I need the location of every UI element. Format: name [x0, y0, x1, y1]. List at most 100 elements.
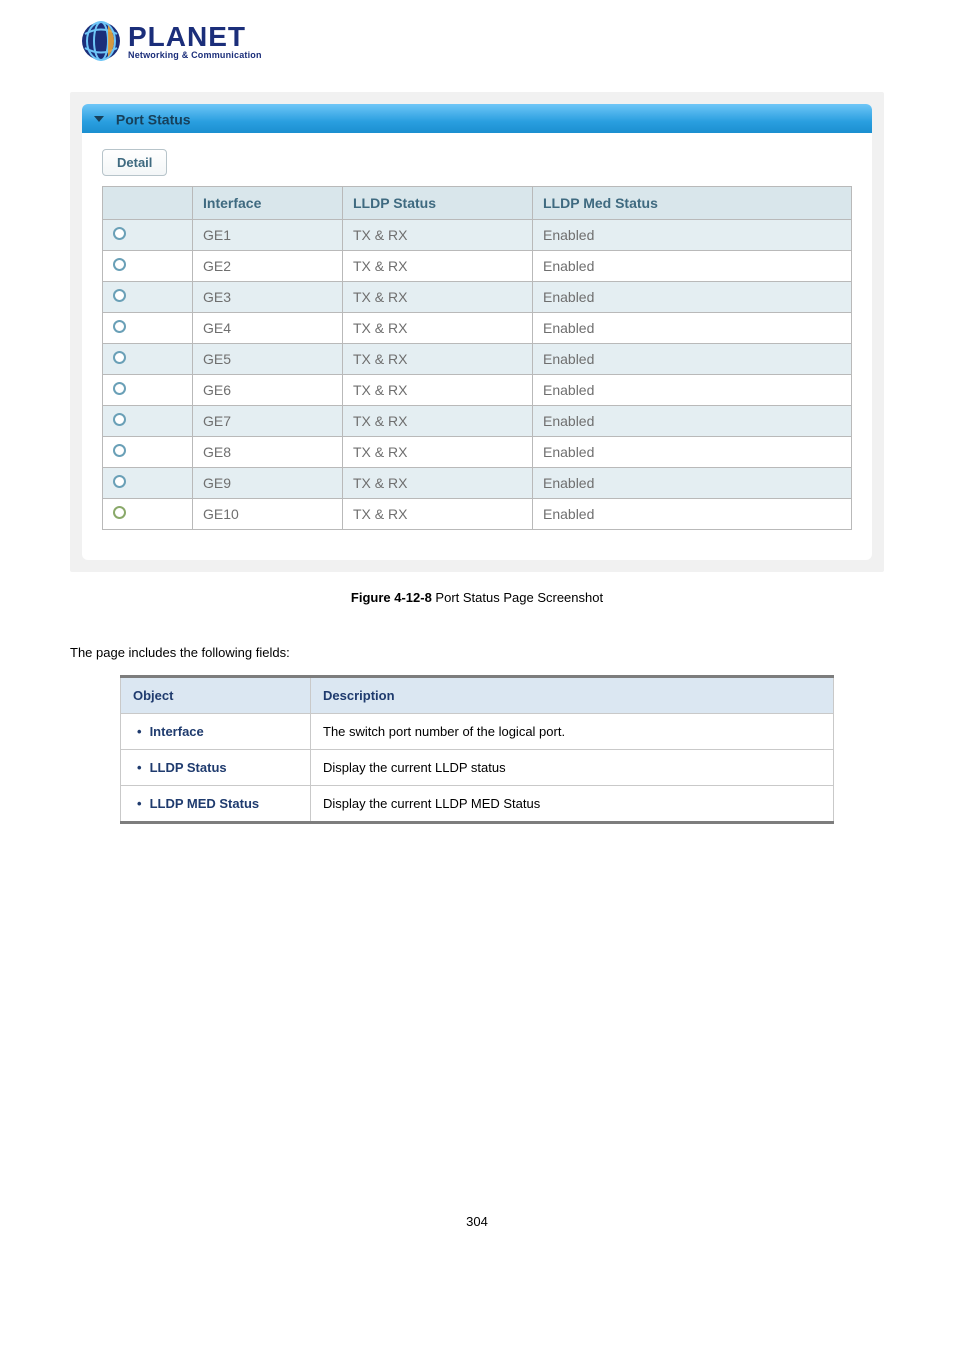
globe-icon [80, 20, 122, 62]
cell-lldp-status: TX & RX [343, 375, 533, 406]
fields-row: • LLDP Status Display the current LLDP sta… [121, 750, 834, 786]
cell-interface: GE9 [193, 468, 343, 499]
cell-lldp-med-status: Enabled [533, 251, 852, 282]
bullet-icon: • [137, 724, 142, 739]
logo-block: PLANET Networking & Communication [80, 20, 884, 62]
radio-icon[interactable] [113, 258, 126, 271]
cell-interface: GE2 [193, 251, 343, 282]
row-select-cell[interactable] [103, 468, 193, 499]
col-lldp-med-status: LLDP Med Status [533, 187, 852, 220]
brand-tagline: Networking & Communication [128, 51, 262, 60]
fields-row: • Interface The switch port number of the … [121, 714, 834, 750]
cell-lldp-med-status: Enabled [533, 437, 852, 468]
table-row: GE9TX & RXEnabled [103, 468, 852, 499]
cell-lldp-med-status: Enabled [533, 375, 852, 406]
radio-icon[interactable] [113, 506, 126, 519]
col-interface: Interface [193, 187, 343, 220]
cell-lldp-status: TX & RX [343, 468, 533, 499]
row-select-cell[interactable] [103, 251, 193, 282]
fields-object-label: LLDP MED Status [150, 796, 260, 811]
cell-interface: GE1 [193, 220, 343, 251]
row-select-cell[interactable] [103, 437, 193, 468]
fields-description-cell: The switch port number of the logical po… [311, 714, 834, 750]
section-title: Port Status [116, 111, 191, 127]
cell-lldp-status: TX & RX [343, 344, 533, 375]
radio-icon[interactable] [113, 444, 126, 457]
col-select [103, 187, 193, 220]
radio-icon[interactable] [113, 413, 126, 426]
cell-lldp-med-status: Enabled [533, 468, 852, 499]
detail-button[interactable]: Detail [102, 149, 167, 176]
row-select-cell[interactable] [103, 313, 193, 344]
row-select-cell[interactable] [103, 282, 193, 313]
fields-object-cell: • LLDP Status [121, 750, 311, 786]
radio-icon[interactable] [113, 320, 126, 333]
cell-interface: GE4 [193, 313, 343, 344]
figure-caption: Figure 4-12-8 Port Status Page Screensho… [70, 590, 884, 605]
fields-description-cell: Display the current LLDP MED Status [311, 786, 834, 823]
port-status-card: Port Status Detail Interface LLDP Status… [82, 104, 872, 560]
fields-object-label: Interface [150, 724, 204, 739]
figure-text: Port Status Page Screenshot [432, 590, 603, 605]
table-header-row: Interface LLDP Status LLDP Med Status [103, 187, 852, 220]
fields-object-cell: • Interface [121, 714, 311, 750]
cell-lldp-status: TX & RX [343, 313, 533, 344]
cell-lldp-med-status: Enabled [533, 406, 852, 437]
cell-interface: GE3 [193, 282, 343, 313]
logo-text: PLANET Networking & Communication [128, 23, 262, 60]
fields-table-wrap: Object Description • Interface The switch … [70, 675, 884, 824]
radio-icon[interactable] [113, 382, 126, 395]
bullet-icon: • [137, 796, 142, 811]
radio-icon[interactable] [113, 475, 126, 488]
table-row: GE3TX & RXEnabled [103, 282, 852, 313]
cell-lldp-status: TX & RX [343, 406, 533, 437]
bullet-icon: • [137, 760, 142, 775]
fields-object-label: LLDP Status [150, 760, 227, 775]
table-row: GE1TX & RXEnabled [103, 220, 852, 251]
page-number: 304 [70, 1214, 884, 1229]
table-row: GE2TX & RXEnabled [103, 251, 852, 282]
cell-interface: GE5 [193, 344, 343, 375]
fields-description-cell: Display the current LLDP status [311, 750, 834, 786]
cell-lldp-med-status: Enabled [533, 344, 852, 375]
row-select-cell[interactable] [103, 375, 193, 406]
cell-lldp-status: TX & RX [343, 499, 533, 530]
cell-lldp-med-status: Enabled [533, 313, 852, 344]
fields-row: • LLDP MED Status Display the current LLDP… [121, 786, 834, 823]
row-select-cell[interactable] [103, 406, 193, 437]
radio-icon[interactable] [113, 351, 126, 364]
row-select-cell[interactable] [103, 344, 193, 375]
table-row: GE5TX & RXEnabled [103, 344, 852, 375]
row-select-cell[interactable] [103, 220, 193, 251]
status-table-wrap: Interface LLDP Status LLDP Med Status GE… [82, 186, 872, 530]
fields-object-cell: • LLDP MED Status [121, 786, 311, 823]
table-row: GE8TX & RXEnabled [103, 437, 852, 468]
table-row: GE4TX & RXEnabled [103, 313, 852, 344]
cell-interface: GE8 [193, 437, 343, 468]
cell-lldp-status: TX & RX [343, 251, 533, 282]
cell-lldp-med-status: Enabled [533, 220, 852, 251]
collapse-icon [94, 116, 104, 122]
radio-icon[interactable] [113, 227, 126, 240]
fields-col-object: Object [121, 677, 311, 714]
figure-label: Figure 4-12-8 [351, 590, 432, 605]
fields-col-description: Description [311, 677, 834, 714]
radio-icon[interactable] [113, 289, 126, 302]
cell-lldp-med-status: Enabled [533, 282, 852, 313]
intro-text: The page includes the following fields: [70, 645, 884, 660]
table-row: GE10TX & RXEnabled [103, 499, 852, 530]
section-header[interactable]: Port Status [82, 104, 872, 133]
document-page: PLANET Networking & Communication Port S… [0, 0, 954, 1269]
detail-button-row: Detail [82, 133, 872, 186]
fields-header-row: Object Description [121, 677, 834, 714]
cell-lldp-status: TX & RX [343, 282, 533, 313]
fields-table: Object Description • Interface The switch … [120, 675, 834, 824]
row-select-cell[interactable] [103, 499, 193, 530]
col-lldp-status: LLDP Status [343, 187, 533, 220]
cell-interface: GE7 [193, 406, 343, 437]
brand-logo: PLANET Networking & Communication [80, 20, 884, 62]
cell-interface: GE6 [193, 375, 343, 406]
table-row: GE7TX & RXEnabled [103, 406, 852, 437]
cell-interface: GE10 [193, 499, 343, 530]
cell-lldp-status: TX & RX [343, 437, 533, 468]
